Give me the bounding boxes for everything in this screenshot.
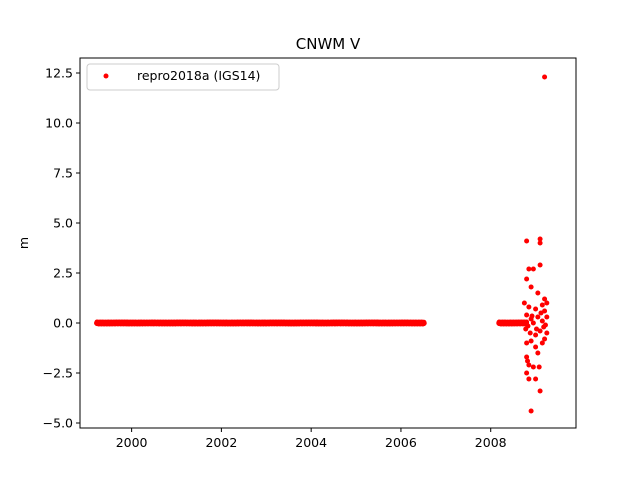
x-tick-label: 2004 — [295, 435, 327, 450]
data-point — [529, 313, 535, 319]
y-tick-label: 2.5 — [53, 266, 73, 281]
data-point — [539, 340, 545, 346]
data-point — [533, 344, 539, 350]
x-tick-label: 2000 — [116, 435, 148, 450]
legend-box — [86, 63, 280, 91]
legend-label: repro2018a (IGS14) — [137, 68, 260, 83]
legend: repro2018a (IGS14) — [86, 63, 280, 91]
data-point — [524, 354, 530, 360]
data-point — [537, 236, 543, 242]
data-point — [524, 312, 530, 318]
data-point — [526, 362, 532, 368]
data-point — [524, 319, 530, 325]
data-point — [542, 336, 548, 342]
data-point — [535, 314, 541, 320]
data-point — [530, 266, 536, 272]
data-point — [544, 314, 550, 320]
y-tick-label: 7.5 — [53, 166, 73, 181]
data-point — [421, 320, 427, 326]
y-tick-label: 10.0 — [45, 116, 73, 131]
chart-title: CNWM V — [296, 35, 361, 53]
data-point — [528, 338, 534, 344]
data-point — [541, 324, 547, 330]
data-point — [524, 238, 530, 244]
x-tick-label: 2006 — [385, 435, 417, 450]
data-point — [542, 74, 548, 80]
data-point — [539, 318, 545, 324]
data-point — [544, 330, 550, 336]
data-point — [537, 262, 543, 268]
data-point — [525, 323, 531, 329]
legend-marker — [103, 73, 109, 79]
data-point — [530, 320, 536, 326]
data-point — [533, 376, 539, 382]
data-point — [537, 388, 543, 394]
x-tick-label: 2002 — [205, 435, 237, 450]
data-point — [533, 332, 539, 338]
y-axis-label: m — [16, 237, 31, 249]
y-axis: −5.0 −2.5 0.0 2.5 5.0 7.5 10.0 12.5 — [43, 66, 80, 431]
data-point — [542, 296, 548, 302]
data-point — [528, 408, 534, 414]
data-point — [535, 350, 541, 356]
y-tick-label: 0.0 — [53, 316, 73, 331]
y-tick-label: 12.5 — [45, 66, 73, 81]
data-point — [538, 310, 544, 316]
data-point — [537, 240, 543, 246]
data-point — [527, 330, 533, 336]
y-tick-label: 5.0 — [53, 216, 73, 231]
data-point — [526, 266, 532, 272]
x-axis: 2000 2002 2004 2006 2008 — [116, 428, 507, 450]
data-point — [528, 284, 534, 290]
data-point — [533, 306, 539, 312]
x-tick-label: 2008 — [475, 435, 507, 450]
data-point — [536, 364, 542, 370]
data-point — [526, 376, 532, 382]
y-tick-label: −5.0 — [43, 416, 73, 431]
plot-frame — [79, 57, 577, 429]
data-point — [521, 300, 527, 306]
data-point — [524, 340, 530, 346]
points-layer — [94, 74, 550, 414]
y-tick-label: −2.5 — [43, 366, 73, 381]
data-point — [544, 300, 550, 306]
data-point — [526, 304, 532, 310]
data-point — [524, 370, 530, 376]
data-point — [534, 326, 539, 332]
data-point — [539, 302, 545, 308]
data-point — [535, 290, 541, 296]
data-point — [530, 364, 536, 370]
data-point — [525, 358, 531, 364]
data-point — [524, 276, 530, 282]
